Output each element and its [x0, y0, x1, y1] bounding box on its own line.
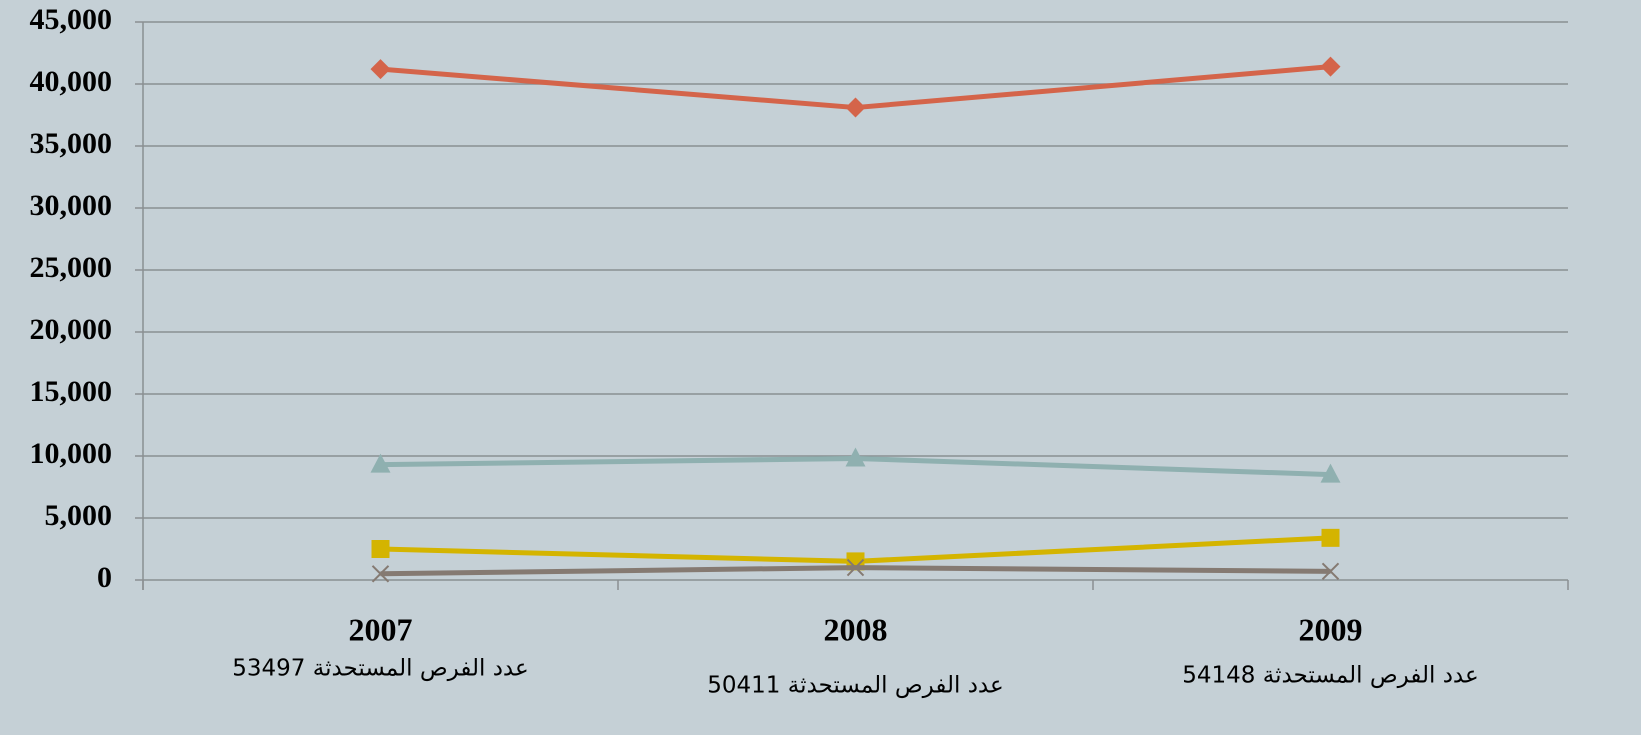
marker: [1321, 562, 1340, 581]
y-tick-label: 25,000: [30, 251, 113, 284]
y-tick-label: 45,000: [30, 3, 113, 36]
y-tick-label: 10,000: [30, 437, 113, 470]
marker: [371, 540, 390, 558]
x-tick-label: 2007: [349, 611, 413, 647]
y-tick-label: 15,000: [30, 375, 113, 408]
x-tick-label: 2009: [1299, 611, 1363, 647]
category-note: عدد الفرص المستحدثة 53497: [232, 656, 528, 682]
marker: [846, 558, 865, 577]
marker: [370, 453, 391, 473]
x-tick-label: 2008: [824, 611, 888, 647]
y-tick-label: 30,000: [30, 189, 113, 222]
marker: [1320, 463, 1341, 483]
marker: [845, 97, 866, 118]
y-tick-label: 0: [97, 561, 112, 594]
y-tick-label: 40,000: [30, 65, 113, 98]
marker: [371, 565, 390, 583]
y-tick-label: 35,000: [30, 127, 113, 160]
y-tick-label: 5,000: [45, 499, 113, 532]
marker: [1321, 528, 1340, 547]
y-tick-label: 20,000: [30, 313, 113, 346]
marker: [1320, 56, 1341, 77]
marker: [845, 447, 866, 467]
category-note: عدد الفرص المستحدثة 54148: [1182, 663, 1478, 689]
category-note: عدد الفرص المستحدثة 50411: [707, 673, 1003, 699]
marker: [370, 59, 391, 80]
